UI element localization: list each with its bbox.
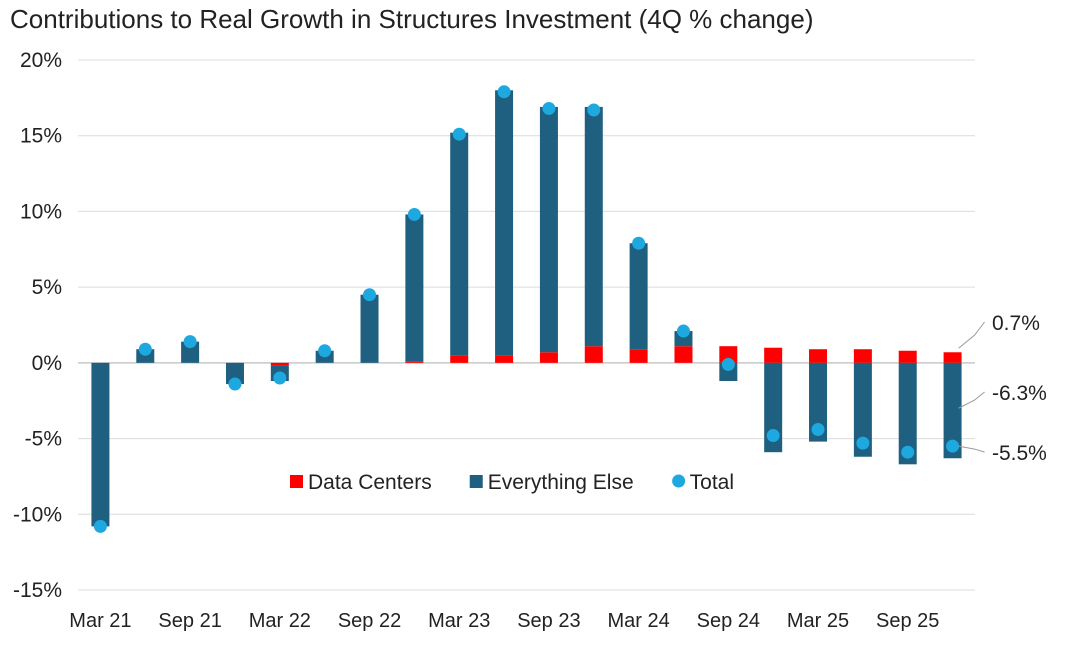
everything-else-bar — [225, 362, 244, 385]
data-centers-bar — [584, 346, 603, 363]
total-point — [676, 324, 690, 338]
legend-marker-everything-else — [469, 475, 483, 488]
y-tick-label: 10% — [20, 200, 62, 223]
data-centers-bar — [495, 355, 514, 363]
x-tick-label: Mar 24 — [608, 610, 670, 632]
everything-else-bar — [584, 106, 603, 347]
chart-title: Contributions to Real Growth in Structur… — [10, 4, 814, 34]
everything-else-bar — [450, 132, 469, 356]
total-point — [363, 288, 377, 302]
gridlines — [78, 59, 975, 591]
legend-marker-total — [672, 474, 686, 488]
y-tick-label: -10% — [13, 503, 62, 526]
x-tick-label: Sep 21 — [158, 610, 221, 632]
legend-marker-data-centers — [290, 475, 303, 488]
end-label: -6.3% — [992, 382, 1047, 405]
x-tick-label: Mar 22 — [249, 610, 311, 632]
everything-else-bar — [898, 362, 917, 465]
end-label: 0.7% — [992, 312, 1040, 335]
x-tick-label: Sep 24 — [697, 610, 760, 632]
x-tick-label: Sep 22 — [338, 610, 401, 632]
bars — [91, 90, 962, 527]
data-centers-bar — [674, 346, 693, 363]
data-centers-bar — [898, 350, 917, 363]
x-tick-label: Mar 23 — [428, 610, 490, 632]
data-centers-bar — [629, 349, 648, 363]
total-point — [721, 357, 735, 371]
legend-label: Data Centers — [308, 471, 432, 494]
total-point — [93, 519, 107, 533]
data-centers-bar — [943, 352, 962, 363]
total-point — [856, 436, 870, 450]
y-tick-label: 20% — [20, 49, 62, 72]
end-labels: 0.7% -6.3% -5.5% — [958, 312, 1047, 465]
data-centers-bar — [809, 349, 828, 363]
total-point — [587, 103, 601, 117]
total-point — [228, 377, 242, 391]
everything-else-bar — [360, 294, 379, 363]
data-centers-bar — [450, 355, 469, 363]
everything-else-bar — [181, 341, 200, 363]
data-centers-bar — [719, 346, 738, 363]
legend-label: Total — [690, 471, 734, 494]
leader-line — [958, 321, 985, 349]
everything-else-bar — [943, 362, 962, 459]
x-tick-label: Sep 25 — [876, 610, 939, 632]
total-point — [946, 439, 960, 453]
everything-else-bar — [495, 90, 514, 356]
total-point — [497, 85, 511, 99]
x-tick-label: Sep 23 — [517, 610, 580, 632]
x-tick-label: Mar 25 — [787, 610, 849, 632]
everything-else-bar — [539, 106, 558, 353]
everything-else-bar — [853, 362, 872, 457]
total-point — [811, 422, 825, 436]
everything-else-bar — [629, 243, 648, 350]
total-point — [273, 371, 287, 385]
y-tick-label: 15% — [20, 125, 62, 148]
total-point — [766, 429, 780, 443]
data-centers-bar — [853, 349, 872, 363]
total-point — [407, 207, 421, 221]
leader-line — [958, 391, 985, 409]
legend: Data Centers Everything Else Total — [290, 471, 734, 494]
total-point — [183, 335, 197, 349]
total-point — [318, 344, 332, 358]
y-tick-label: -5% — [25, 428, 62, 451]
x-tick-label: Mar 21 — [69, 610, 131, 632]
data-centers-bar — [270, 362, 289, 366]
y-tick-label: -15% — [13, 579, 62, 602]
y-tick-label: 0% — [32, 352, 62, 375]
total-point — [632, 236, 646, 250]
data-centers-bar — [405, 361, 424, 363]
everything-else-bar — [809, 362, 828, 442]
end-label: -5.5% — [992, 442, 1047, 465]
y-axis-ticks: 20% 15% 10% 5% 0% -5% -10% -15% — [13, 49, 62, 602]
legend-label: Everything Else — [488, 471, 634, 494]
everything-else-bar — [405, 214, 424, 362]
total-point — [452, 127, 466, 141]
data-centers-bar — [539, 352, 558, 363]
x-axis-ticks: Mar 21 Sep 21 Mar 22 Sep 22 Mar 23 Sep 23 Mar … — [69, 610, 939, 632]
total-point — [542, 101, 556, 115]
everything-else-bar — [91, 362, 110, 527]
total-point — [901, 445, 915, 459]
total-points — [93, 85, 960, 533]
everything-else-bar — [764, 362, 783, 453]
data-centers-bar — [764, 347, 783, 363]
total-point — [138, 342, 152, 356]
leader-line — [958, 445, 985, 453]
y-tick-label: 5% — [32, 276, 62, 299]
